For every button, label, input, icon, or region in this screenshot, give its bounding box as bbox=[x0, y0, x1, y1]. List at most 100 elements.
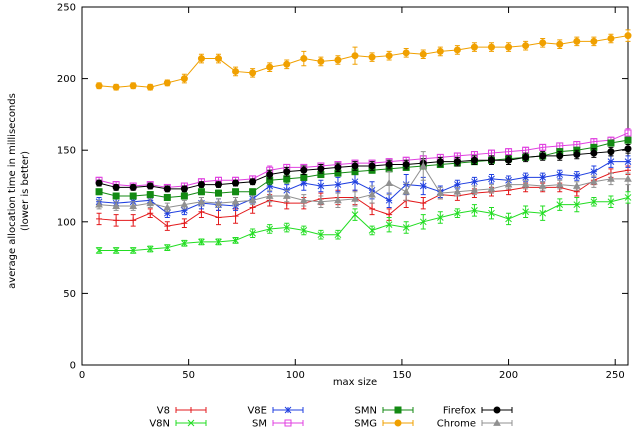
legend-item-v8: V8 bbox=[157, 406, 207, 417]
data-point bbox=[454, 181, 461, 188]
data-point bbox=[95, 82, 103, 90]
data-point bbox=[607, 139, 615, 147]
data-point bbox=[420, 200, 427, 207]
data-point bbox=[317, 57, 325, 65]
data-point bbox=[436, 189, 445, 197]
legend-label: Firefox bbox=[443, 406, 476, 417]
data-point bbox=[369, 205, 376, 212]
data-point bbox=[385, 196, 393, 204]
x-tick-label: 200 bbox=[499, 370, 518, 381]
data-point bbox=[334, 231, 342, 239]
series-v8n bbox=[95, 191, 632, 254]
data-point bbox=[249, 69, 257, 77]
y-tick-label: 250 bbox=[57, 3, 76, 14]
legend-marker bbox=[493, 418, 501, 426]
x-axis-label: max size bbox=[333, 377, 377, 388]
data-point bbox=[539, 209, 547, 217]
data-point bbox=[470, 156, 478, 164]
legend-error-cap bbox=[175, 407, 207, 413]
x-tick-label: 150 bbox=[392, 370, 411, 381]
data-point bbox=[624, 136, 632, 144]
data-point bbox=[180, 192, 188, 200]
data-point bbox=[402, 224, 410, 231]
data-point bbox=[436, 214, 444, 221]
data-point bbox=[299, 196, 308, 204]
data-point bbox=[180, 185, 188, 193]
data-point bbox=[539, 152, 547, 160]
data-point bbox=[334, 163, 342, 171]
data-point bbox=[129, 82, 137, 90]
data-point bbox=[249, 229, 256, 237]
legend-error-cap bbox=[481, 420, 513, 426]
data-point bbox=[555, 180, 564, 188]
data-point bbox=[215, 189, 222, 197]
data-point bbox=[368, 162, 376, 170]
data-point bbox=[181, 220, 188, 227]
data-point bbox=[607, 35, 615, 43]
data-point bbox=[300, 179, 308, 187]
data-point bbox=[573, 172, 581, 180]
data-point bbox=[504, 180, 513, 188]
data-point bbox=[386, 211, 393, 218]
data-point bbox=[471, 206, 478, 214]
y-axis: 0 50 100 150 200 250 bbox=[57, 3, 628, 372]
data-point bbox=[351, 162, 359, 170]
data-point bbox=[163, 244, 171, 251]
data-point bbox=[248, 196, 257, 204]
data-point bbox=[522, 174, 529, 181]
legend-label: V8 bbox=[157, 406, 170, 417]
data-point bbox=[112, 247, 120, 254]
data-point bbox=[573, 150, 581, 158]
data-point bbox=[419, 50, 427, 58]
y-tick-label: 200 bbox=[57, 74, 76, 85]
data-point bbox=[607, 198, 615, 206]
data-point bbox=[215, 181, 222, 189]
data-point bbox=[232, 67, 240, 75]
data-point bbox=[385, 52, 393, 60]
data-point bbox=[522, 153, 530, 161]
data-point bbox=[607, 148, 615, 156]
data-point bbox=[232, 237, 239, 244]
data-point bbox=[505, 148, 513, 156]
data-point bbox=[266, 225, 274, 233]
legend-item-firefox: Firefox bbox=[443, 406, 513, 417]
legend-label: V8N bbox=[149, 419, 170, 430]
data-point bbox=[590, 149, 598, 157]
legend: V8 V8N V8E SM SMN SMG Firefox Chrome bbox=[149, 406, 513, 430]
legend-error-cap bbox=[272, 407, 304, 413]
data-point bbox=[266, 171, 274, 179]
data-point bbox=[556, 201, 564, 208]
data-point bbox=[266, 63, 274, 71]
legend-marker bbox=[187, 419, 195, 427]
data-point bbox=[163, 203, 172, 211]
y-axis-label-line-2: (lower is better) bbox=[20, 151, 31, 231]
data-point bbox=[334, 196, 342, 204]
data-point bbox=[146, 83, 154, 91]
data-point bbox=[112, 83, 120, 91]
data-point bbox=[351, 52, 359, 60]
y-axis-label-line-1: average allocation time in milliseconds bbox=[7, 93, 18, 289]
data-point bbox=[385, 179, 393, 187]
data-point bbox=[624, 194, 632, 201]
plot-area bbox=[81, 6, 632, 366]
data-point bbox=[454, 209, 461, 217]
data-point bbox=[385, 161, 393, 169]
data-point bbox=[181, 206, 188, 214]
data-point bbox=[231, 197, 240, 205]
data-point bbox=[129, 183, 137, 191]
series-line-v8 bbox=[99, 169, 629, 227]
data-point bbox=[180, 75, 188, 83]
x-tick-label: 50 bbox=[182, 370, 195, 381]
data-point bbox=[113, 217, 120, 224]
legend-item-smn: SMN bbox=[355, 406, 414, 417]
data-point bbox=[505, 43, 513, 51]
data-point bbox=[505, 215, 512, 223]
legend-item-chrome: Chrome bbox=[437, 418, 513, 430]
data-point bbox=[95, 188, 103, 196]
series-line-v8n bbox=[99, 196, 629, 251]
legend-error-cap bbox=[481, 407, 513, 413]
series-firefox bbox=[95, 143, 632, 193]
legend-item-sm: SM bbox=[252, 419, 304, 430]
data-point bbox=[317, 231, 325, 239]
